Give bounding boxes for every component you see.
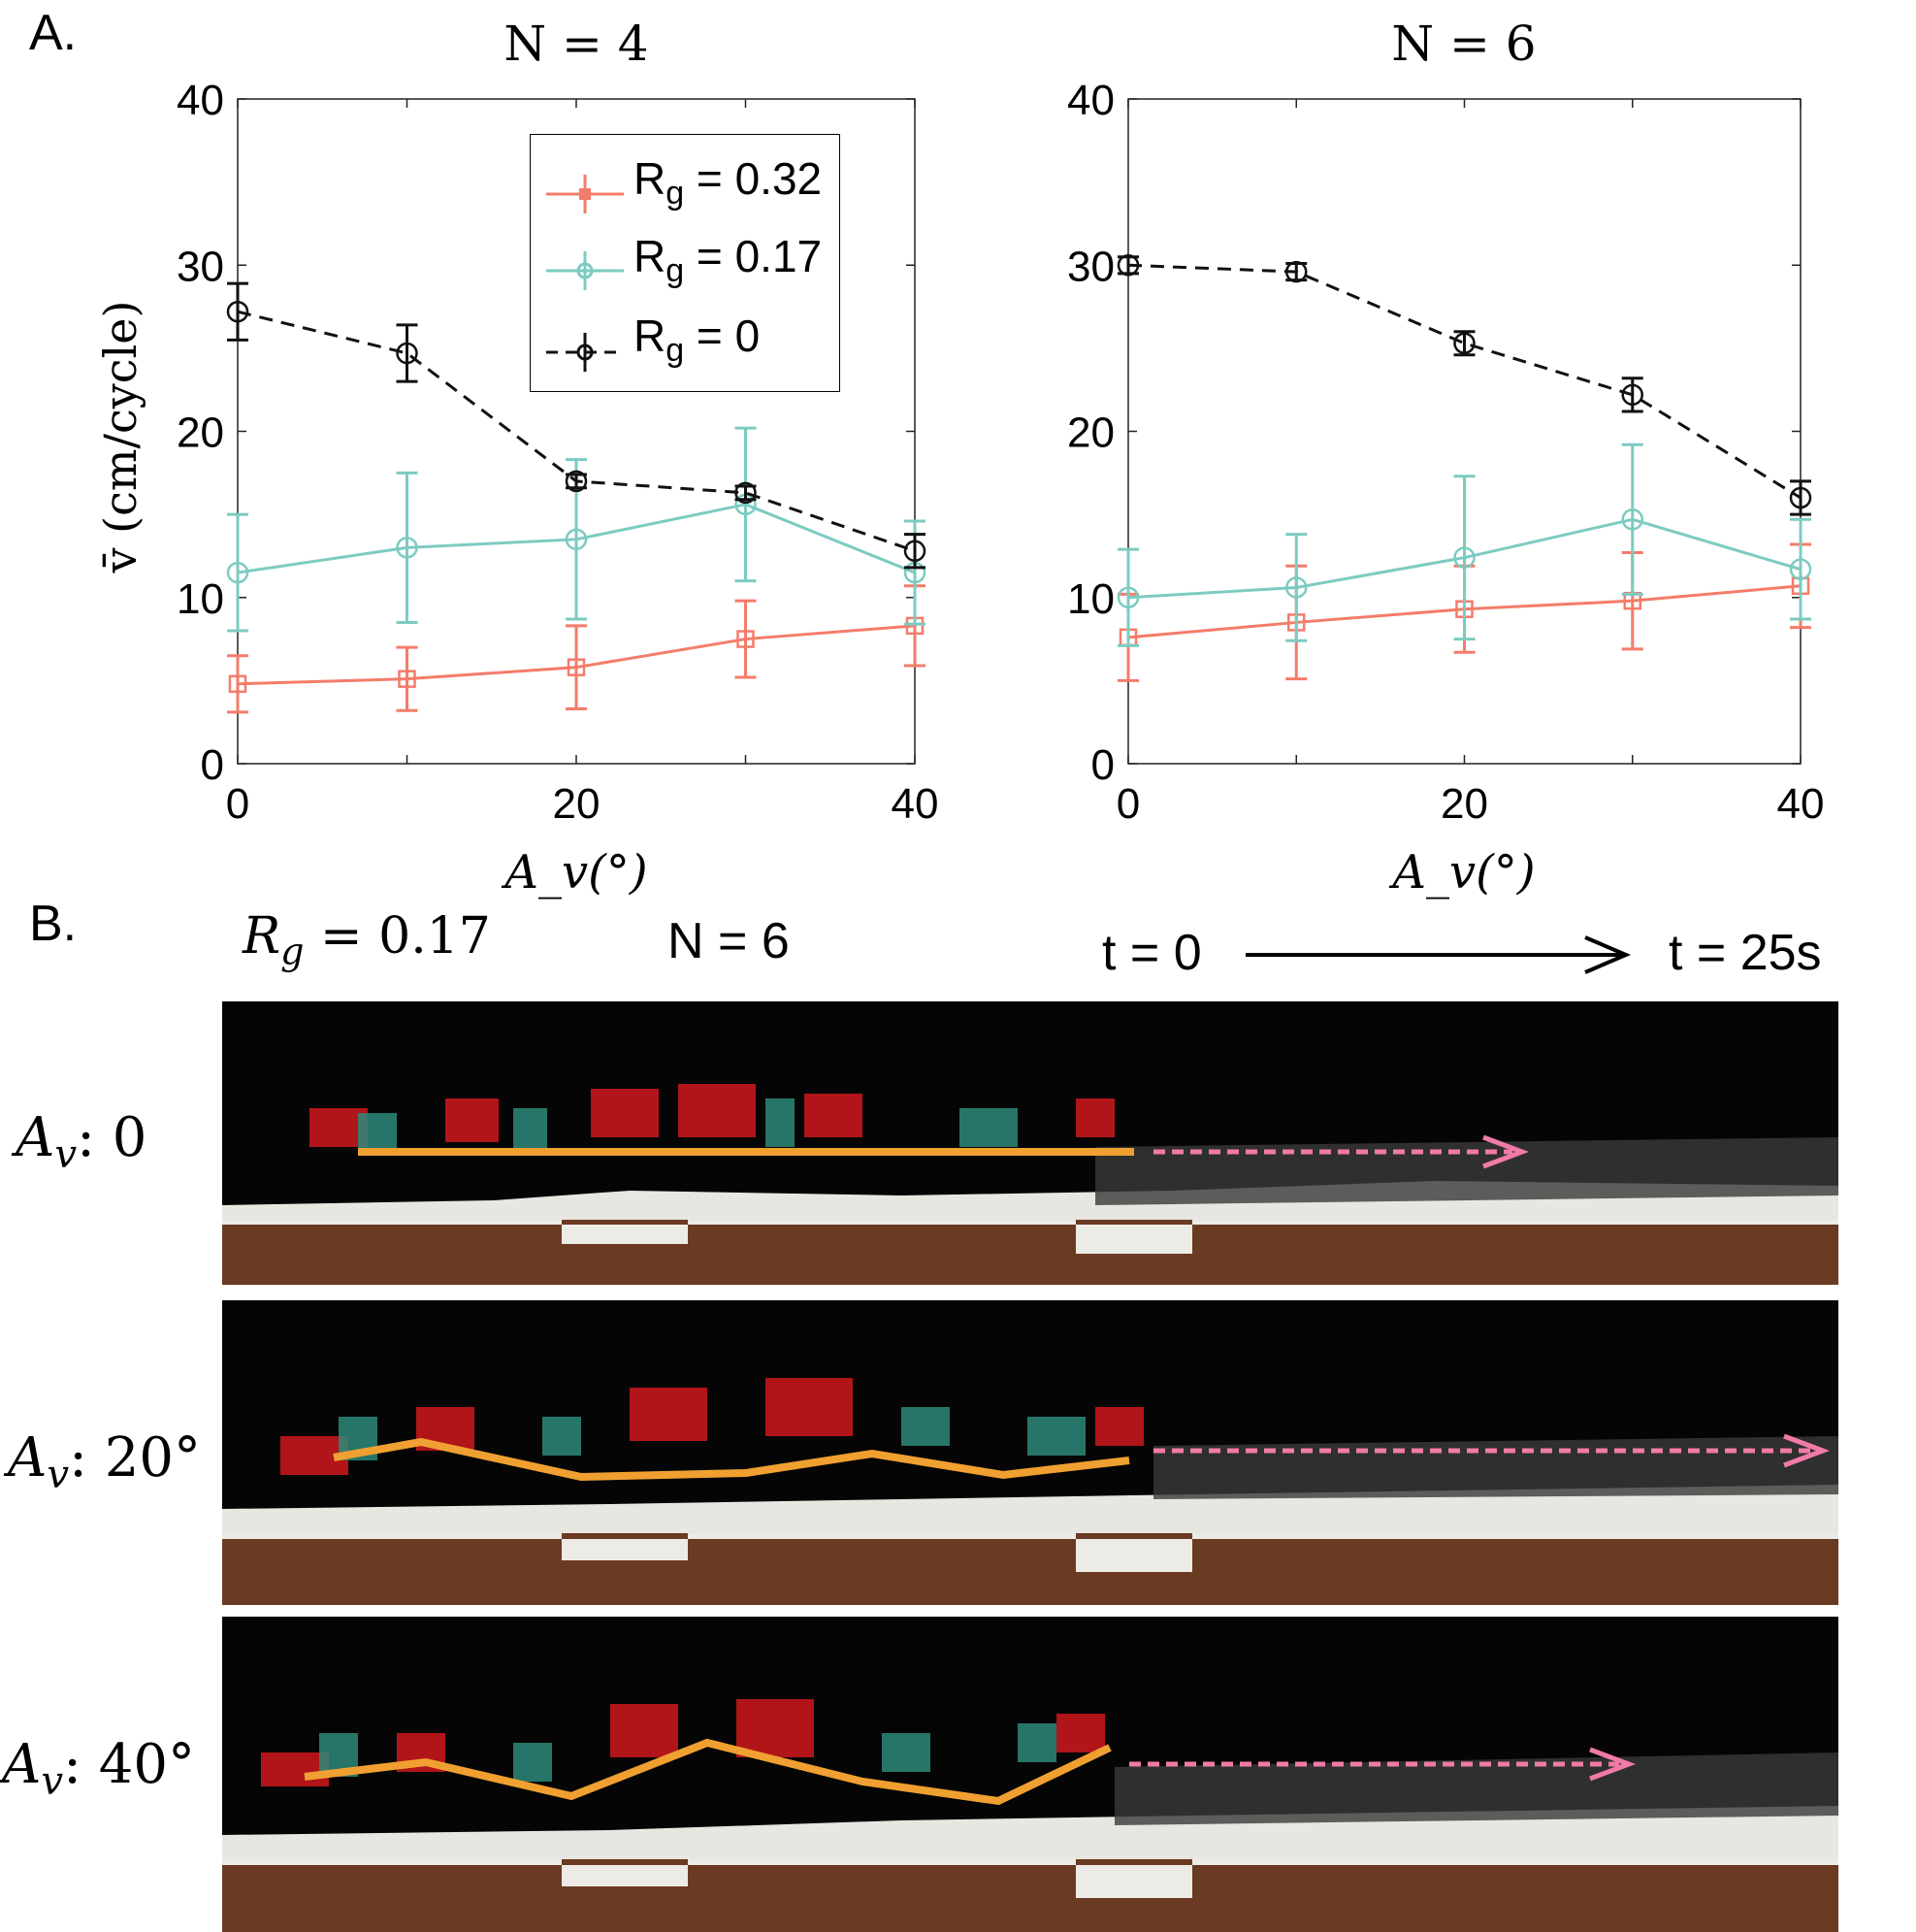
legend-swatch-rg032 — [546, 175, 624, 213]
data-point — [226, 561, 249, 584]
x-tick-label: 40 — [1777, 780, 1825, 828]
y-tick-label: 40 — [177, 77, 224, 124]
data-point — [396, 342, 418, 365]
legend: Rg = 0.32 Rg = 0.17 Rg = 0 — [530, 134, 840, 392]
x-axis-label: A_v(°) — [501, 845, 647, 900]
y-tick-label: 20 — [1067, 409, 1115, 457]
data-point — [226, 300, 249, 323]
data-point — [565, 528, 588, 551]
legend-label-rg017-main: R — [633, 231, 666, 281]
row-label-av0: Av: 0 — [16, 1106, 146, 1177]
legend-label-rg0-rest: = 0 — [684, 311, 761, 361]
series-line-2 — [1127, 263, 1802, 500]
row-label-av0-sub: v — [54, 1132, 78, 1178]
data-point — [734, 481, 757, 505]
y-tick-label: 10 — [177, 575, 224, 623]
x-axis-label: A_v(°) — [1388, 845, 1535, 900]
row-label-av20-rest: : 20° — [69, 1426, 201, 1490]
x-tick-label: 0 — [226, 780, 249, 828]
legend-label-rg032-rest: = 0.32 — [684, 153, 823, 204]
y-tick-label: 30 — [1067, 243, 1115, 290]
data-point — [1117, 254, 1140, 277]
time-end-label: t = 25s — [1669, 925, 1822, 981]
row-label-av20-sub: v — [47, 1453, 70, 1498]
rg-label-main: R — [243, 907, 281, 966]
y-tick-label: 40 — [1067, 77, 1115, 124]
panel-b-label: B. — [29, 896, 78, 952]
chart-n6: N = 6 0 10 20 30 40 0 20 40 A_v(°) — [1067, 16, 1825, 900]
y-tick-label: 0 — [1091, 741, 1115, 789]
y-tick-label: 20 — [177, 409, 224, 457]
data-point — [1789, 486, 1812, 509]
row-label-av0-rest: : 0 — [77, 1106, 147, 1169]
time-arrow-icon — [1246, 935, 1632, 974]
chart-title: N = 6 — [1391, 16, 1536, 72]
y-tick-label: 0 — [201, 741, 224, 789]
data-point — [1117, 586, 1140, 608]
legend-label-rg017-rest: = 0.17 — [684, 231, 823, 281]
row-label-av40-sub: v — [41, 1759, 64, 1805]
data-point — [228, 674, 247, 694]
data-point — [396, 537, 418, 559]
rg-label-sub: g — [280, 930, 305, 973]
legend-label-rg017-sub: g — [666, 252, 685, 290]
data-point — [1453, 332, 1476, 354]
x-tick-label: 40 — [892, 780, 939, 828]
legend-swatch-rg017 — [546, 251, 624, 290]
n-label: N = 6 — [667, 913, 790, 969]
data-point — [1789, 558, 1812, 580]
axes-box — [1127, 98, 1802, 765]
panel-a-label: A. — [29, 5, 78, 61]
data-point — [903, 540, 926, 563]
legend-item-rg0: Rg = 0 — [542, 311, 833, 383]
data-point — [1453, 546, 1476, 569]
data-point — [736, 630, 755, 648]
legend-label-rg0-main: R — [633, 311, 666, 361]
photo-av40 — [222, 1617, 1838, 1932]
chart-title: N = 4 — [503, 16, 648, 72]
row-label-av20-main: A — [8, 1426, 48, 1490]
data-point — [1285, 576, 1308, 599]
y-tick-label: 30 — [177, 243, 224, 290]
row-label-av20: Av: 20° — [8, 1426, 201, 1497]
data-point — [1621, 383, 1643, 407]
rg-label-rest: = 0.17 — [304, 907, 491, 966]
time-start-label: t = 0 — [1102, 925, 1202, 981]
row-label-av0-main: A — [16, 1106, 55, 1169]
x-tick-label: 0 — [1117, 780, 1140, 828]
legend-swatch-rg0 — [546, 333, 624, 372]
legend-label-rg0-sub: g — [666, 332, 685, 370]
x-tick-label: 20 — [1441, 780, 1488, 828]
photo-av0 — [222, 1001, 1838, 1285]
photo-av0-scene — [222, 1001, 1838, 1285]
y-tick-label: 10 — [1067, 575, 1115, 623]
data-point — [565, 470, 588, 493]
legend-item-rg017: Rg = 0.17 — [542, 231, 833, 304]
row-label-av40-main: A — [2, 1733, 42, 1796]
row-label-av40: Av: 40° — [2, 1733, 195, 1804]
legend-label-rg032-main: R — [633, 153, 666, 204]
data-point — [567, 658, 586, 676]
data-point — [1285, 260, 1308, 283]
y-axis-label: v̄ (cm/cycle) — [94, 301, 146, 574]
data-point — [398, 670, 416, 688]
photo-av20-scene — [222, 1300, 1838, 1605]
rg-label: Rg = 0.17 — [243, 907, 491, 972]
photo-av20 — [222, 1300, 1838, 1605]
row-label-av40-rest: : 40° — [63, 1733, 195, 1796]
data-point — [1621, 508, 1643, 531]
x-tick-label: 20 — [553, 780, 601, 828]
chart-n4: N = 4 0 10 20 30 40 0 20 40 A_v(°) v̄ (cm/cycle… — [94, 16, 939, 900]
photo-av40-scene — [222, 1617, 1838, 1932]
legend-label-rg032-sub: g — [666, 175, 685, 213]
legend-item-rg032: Rg = 0.32 — [542, 150, 833, 218]
